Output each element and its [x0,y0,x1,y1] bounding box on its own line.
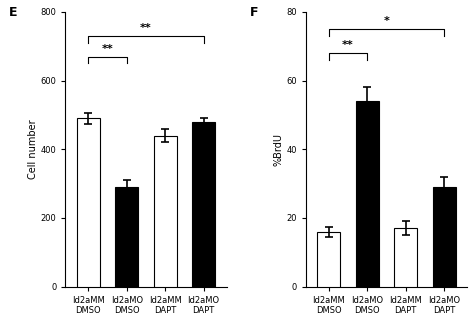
Bar [77,118,100,287]
Bar [356,101,379,287]
Text: **: ** [342,40,354,50]
Bar [432,187,456,287]
Text: F: F [249,6,258,19]
Bar [394,228,417,287]
Bar [318,232,340,287]
Text: *: * [383,16,390,26]
Bar [192,122,215,287]
Bar [115,187,138,287]
Y-axis label: Cell number: Cell number [27,119,38,179]
Y-axis label: %BrdU: %BrdU [273,133,283,166]
Text: E: E [9,6,18,19]
Text: **: ** [102,44,113,54]
Bar [154,136,177,287]
Text: **: ** [140,23,152,33]
